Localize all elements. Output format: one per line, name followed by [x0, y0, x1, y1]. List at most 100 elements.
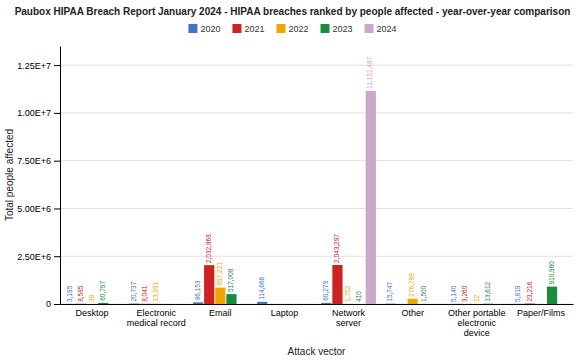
legend-swatch	[276, 24, 285, 33]
bar	[547, 287, 557, 304]
bar	[87, 303, 97, 304]
bar	[162, 304, 172, 305]
bar	[449, 303, 459, 304]
bar	[558, 304, 568, 305]
x-tick-label-line: Other	[401, 308, 424, 318]
bar	[525, 303, 535, 304]
x-tick-label-line: device	[464, 328, 490, 338]
bar	[494, 304, 504, 305]
data-label: 11,151,487	[366, 56, 373, 88]
x-tick-label: Desktop	[76, 308, 109, 318]
x-tick-label: Laptop	[271, 308, 299, 318]
legend-label: 2022	[288, 24, 308, 34]
data-label: 114,666	[258, 276, 265, 299]
legend-swatch	[321, 24, 330, 33]
y-tick: 1.00E+7	[17, 108, 60, 118]
chart: Paubox HIPAA Breach Report January 2024 …	[0, 0, 585, 360]
y-tick: 0	[46, 299, 60, 309]
data-label: 910,960	[548, 261, 555, 285]
data-label: 8,041	[141, 285, 148, 302]
x-tick-label: Networkserver	[332, 308, 366, 328]
data-label: 2,032,868	[205, 234, 212, 263]
bar	[472, 303, 482, 304]
grid-line	[60, 304, 573, 305]
y-axis-line	[60, 47, 61, 305]
bar	[355, 303, 365, 304]
y-tick: 1.25E+7	[17, 60, 60, 70]
bar	[408, 299, 418, 304]
legend-item: 2022	[276, 24, 308, 34]
bar	[321, 303, 331, 304]
x-tick: Paper/Films	[517, 308, 566, 318]
grid-line	[60, 208, 573, 209]
x-tick-label-line: Electronic	[136, 308, 176, 318]
y-tick-mark	[54, 161, 60, 162]
data-label: 2,043,297	[333, 234, 340, 263]
plot: 0 2.50E+6 5.00E+6 7.50E+6 1.00E+7 1.25E+7 Desk…	[17, 47, 573, 339]
data-label: 517,008	[227, 268, 234, 292]
y-tick: 7.50E+6	[17, 156, 60, 166]
x-tick-label: Paper/Films	[517, 308, 566, 318]
bar	[151, 303, 161, 304]
x-tick-label: Email	[209, 308, 232, 318]
x-tick-label-line: Laptop	[271, 308, 299, 318]
data-label: 15,747	[386, 281, 393, 301]
y-tick-mark	[54, 65, 60, 66]
legend-label: 2024	[377, 24, 397, 34]
x-tick-label-line: Desktop	[76, 308, 109, 318]
x-tick-label-line: electronic	[458, 318, 497, 328]
legend-swatch	[232, 24, 241, 33]
y-tick-mark	[54, 256, 60, 257]
y-tick: 2.50E+6	[17, 252, 60, 262]
data-label: 23,216	[526, 281, 533, 301]
y-tick-label: 1.00E+7	[17, 108, 51, 118]
x-tick: Networkserver	[332, 308, 366, 328]
bar	[173, 304, 183, 305]
x-tick-label-line: Other portable	[448, 308, 506, 318]
bar	[237, 304, 247, 305]
x-tick-label: Other portableelectronicdevice	[448, 308, 506, 338]
legend-label: 2023	[333, 24, 353, 34]
x-tick-label-line: medical record	[127, 318, 186, 328]
data-label: 5,140	[450, 285, 457, 302]
bar	[109, 304, 119, 305]
x-tick-label: Other	[401, 308, 424, 318]
bar	[215, 288, 225, 304]
bar	[396, 304, 406, 305]
data-label: 1,500	[420, 285, 427, 302]
x-tick-label: Electronicmedical record	[127, 308, 186, 328]
bar	[140, 303, 150, 304]
y-tick-mark	[54, 208, 60, 209]
data-label: 857,221	[216, 262, 223, 286]
y-tick: 5.00E+6	[17, 204, 60, 214]
x-tick: Email	[209, 308, 232, 318]
bar	[430, 304, 440, 305]
x-tick: Electronicmedical record	[127, 308, 186, 328]
bar	[461, 303, 471, 304]
y-tick-label: 2.50E+6	[17, 252, 51, 262]
x-tick-label-line: server	[336, 318, 361, 328]
data-label: 60,273	[322, 281, 329, 301]
legend-item: 2021	[232, 24, 264, 34]
bar	[268, 304, 278, 305]
bar	[332, 265, 342, 304]
bar	[419, 303, 429, 304]
x-axis: Desktop Electronicmedical record Email Lapt…	[61, 305, 574, 339]
legend-item: 2020	[188, 24, 220, 34]
data-labels: 3,19520,73786,153114,66660,27315,7475,14…	[66, 56, 555, 302]
data-label: 60,797	[99, 281, 106, 301]
data-label: 12	[473, 294, 480, 302]
y-axis: 0 2.50E+6 5.00E+6 7.50E+6 1.00E+7 1.25E+7	[17, 47, 60, 310]
grid	[60, 65, 573, 304]
bar	[385, 303, 395, 304]
legend-label: 2021	[244, 24, 264, 34]
bar	[193, 302, 203, 304]
bar	[302, 304, 312, 305]
y-tick-label: 5.00E+6	[17, 204, 51, 214]
bar	[483, 303, 493, 304]
legend-item: 2024	[365, 24, 397, 34]
x-axis-line	[61, 304, 574, 305]
x-tick-label-line: Network	[332, 308, 366, 318]
x-tick-label-line: Email	[209, 308, 232, 318]
bar-series	[76, 265, 535, 304]
